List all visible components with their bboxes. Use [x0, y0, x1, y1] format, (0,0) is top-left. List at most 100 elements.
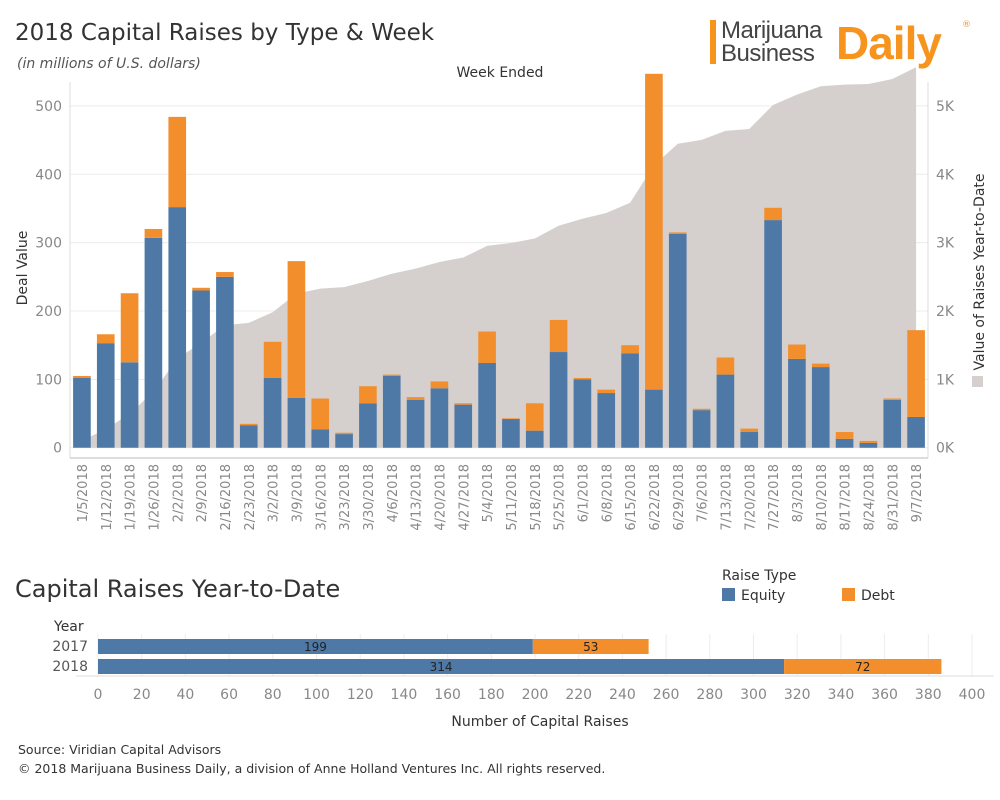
equity-bar: [406, 399, 425, 448]
x-tick-label: 280: [696, 687, 723, 703]
debt-bar: [835, 432, 854, 439]
y2-tick-label: 0K: [936, 441, 955, 457]
equity-bar: [359, 403, 377, 448]
debt-bar: [96, 334, 115, 344]
x-tick-label: 7/6/2018: [696, 464, 711, 522]
x-tick-label: 120: [347, 687, 374, 703]
debt-bar: [502, 418, 520, 420]
equity-count-bar: [98, 639, 533, 654]
debt-bar: [716, 357, 735, 375]
chart-title: 2018 Capital Raises by Type & Week: [15, 20, 435, 46]
y2-tick-label: 2K: [936, 304, 955, 320]
debt-bar: [287, 261, 306, 398]
x-tick-label: 180: [478, 687, 505, 703]
x-tick-label: 3/16/2018: [314, 464, 329, 531]
debt-bar: [144, 228, 163, 238]
equity-bar: [883, 399, 902, 448]
x-tick-label: 400: [959, 687, 986, 703]
debt-bar: [621, 345, 639, 354]
debt-bar: [859, 440, 878, 443]
equity-bar: [692, 410, 711, 448]
x-tick-label: 220: [565, 687, 592, 703]
debt-bar: [668, 232, 687, 234]
debt-count-label: 72: [855, 660, 870, 674]
x-tick-label: 20: [133, 687, 151, 703]
equity-bar: [430, 388, 449, 448]
debt-bar: [788, 344, 806, 359]
equity-bar: [811, 367, 830, 448]
debt-bar: [406, 397, 425, 400]
x-tick-label: 6/1/2018: [576, 464, 591, 522]
debt-bar: [478, 331, 496, 363]
x-tick-label: 1/26/2018: [147, 464, 162, 531]
x-tick-label: 380: [915, 687, 942, 703]
equity-bar: [192, 290, 210, 448]
equity-count-label: 199: [304, 640, 327, 654]
year-label: 2018: [52, 659, 88, 675]
chart-subtitle: (in millions of U.S. dollars): [17, 56, 201, 72]
y2-axis-label: Value of Raises Year-to-Date: [972, 173, 988, 370]
x-tick-label: 1/12/2018: [100, 464, 115, 531]
x-tick-label: 8/31/2018: [886, 464, 901, 531]
x-tick-label: 4/6/2018: [386, 464, 401, 522]
x-tick-label: 5/4/2018: [481, 464, 496, 522]
equity-bar: [287, 397, 306, 448]
y-tick-label: 0: [53, 441, 62, 457]
y-tick-label: 200: [35, 304, 62, 320]
x-tick-label: 4/13/2018: [410, 464, 425, 531]
debt-bar: [573, 378, 592, 380]
source-note: Source: Viridian Capital Advisors: [18, 742, 222, 757]
x-tick-label: 3/23/2018: [338, 464, 353, 531]
x-tick-label: 40: [176, 687, 194, 703]
x-tick-label: 340: [828, 687, 855, 703]
debt-bar: [883, 398, 902, 400]
x-tick-label: 0: [94, 687, 103, 703]
equity-bar: [239, 425, 258, 448]
legend-swatch-equity: [722, 588, 735, 601]
equity-count-label: 314: [430, 660, 453, 674]
y-tick-label: 100: [35, 372, 62, 388]
debt-bar: [216, 272, 234, 277]
debt-count-bar: [532, 639, 649, 654]
equity-bar: [120, 362, 139, 448]
x-tick-label: 260: [653, 687, 680, 703]
debt-bar: [263, 341, 282, 379]
debt-bar: [359, 386, 377, 404]
equity-bar: [73, 378, 91, 448]
debt-bar: [335, 432, 353, 435]
debt-bar: [740, 428, 759, 433]
y-tick-label: 500: [35, 99, 62, 115]
debt-bar: [311, 398, 330, 430]
x-tick-label: 9/7/2018: [910, 464, 925, 522]
equity-bar: [478, 362, 496, 448]
equity-bar: [525, 430, 544, 448]
equity-bar: [335, 434, 353, 448]
x-tick-label: 5/25/2018: [553, 464, 568, 531]
debt-bar: [597, 389, 616, 394]
x-tick-label: 2/2/2018: [171, 464, 186, 522]
logo-registered-mark: ®: [962, 20, 971, 30]
x-tick-label: 4/20/2018: [433, 464, 448, 531]
x-tick-label: 7/20/2018: [743, 464, 758, 531]
year-label: 2017: [52, 639, 88, 655]
x-tick-label: 2/23/2018: [243, 464, 258, 531]
equity-bar: [716, 374, 735, 448]
weekly-capital-raises-chart: Week Ended Deal Value Value of Raises Ye…: [15, 65, 988, 531]
y2-tick-label: 5K: [936, 99, 955, 115]
debt-bar: [73, 375, 91, 379]
equity-bar: [573, 379, 592, 448]
x-tick-label: 7/13/2018: [719, 464, 734, 531]
equity-bar: [263, 378, 282, 448]
x-tick-label: 100: [303, 687, 330, 703]
equity-bar: [859, 442, 878, 448]
x-tick-label: 8/24/2018: [862, 464, 877, 531]
debt-bar: [430, 381, 449, 389]
equity-bar: [144, 237, 163, 448]
logo-line-2: Business: [721, 40, 815, 67]
x-tick-label: 140: [391, 687, 418, 703]
marijuana-business-daily-logo: Marijuana Business Daily ®: [710, 16, 980, 76]
debt-bar: [549, 319, 568, 353]
equity-bar: [788, 358, 806, 448]
raise-type-legend: Raise Type Equity Debt: [722, 568, 982, 612]
x-tick-label: 6/15/2018: [624, 464, 639, 531]
